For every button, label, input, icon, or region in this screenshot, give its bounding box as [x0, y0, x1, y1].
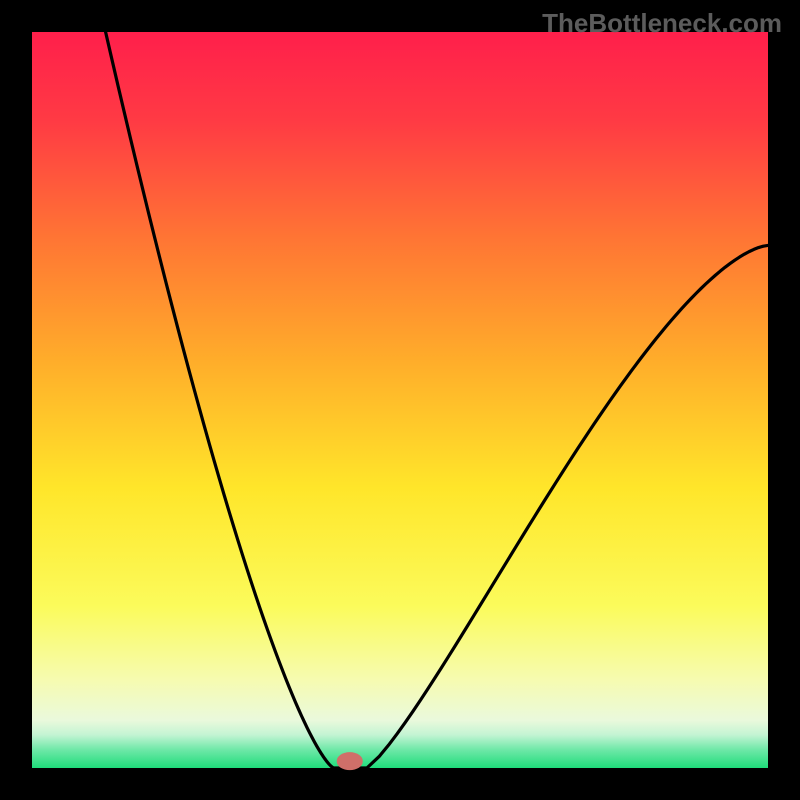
- plot-area: [32, 32, 768, 768]
- curve-overlay: [32, 32, 768, 768]
- optimal-point-marker: [337, 753, 363, 771]
- chart-canvas: TheBottleneck.com: [0, 0, 800, 800]
- watermark-text: TheBottleneck.com: [542, 8, 782, 39]
- bottleneck-curve: [106, 32, 768, 768]
